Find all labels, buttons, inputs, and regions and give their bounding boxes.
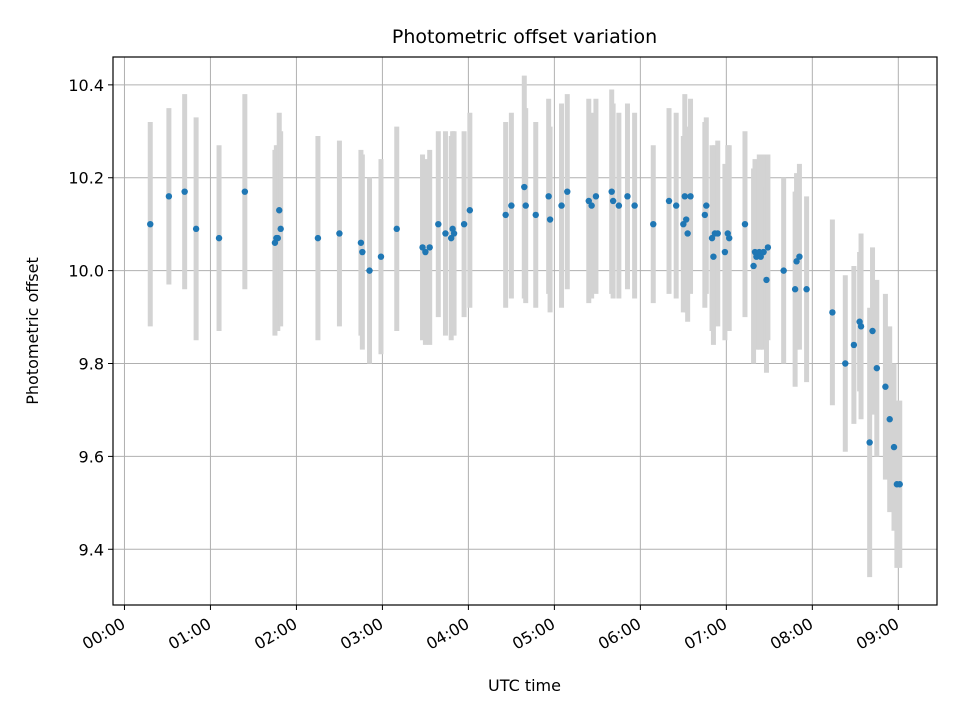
data-point [450, 230, 458, 237]
data-point [447, 234, 455, 242]
data-point [703, 202, 710, 209]
data-point [680, 220, 687, 228]
data-point [165, 193, 173, 200]
data-point [508, 202, 515, 209]
data-point [650, 220, 657, 228]
data-point [215, 234, 223, 242]
data-point [683, 216, 690, 223]
data-point [873, 364, 881, 372]
data-point [147, 220, 154, 228]
data-point [741, 220, 749, 228]
data-point [521, 183, 528, 191]
data-point [850, 341, 858, 349]
data-point [466, 207, 474, 214]
data-point [701, 211, 709, 219]
data-point [624, 193, 631, 200]
data-point [791, 286, 799, 293]
data-point [710, 253, 717, 260]
data-point [585, 197, 592, 205]
data-point [672, 202, 680, 209]
data-point [708, 234, 716, 242]
data-point [522, 202, 529, 209]
data-point [357, 239, 365, 246]
data-point [393, 225, 400, 233]
data-point [608, 188, 615, 195]
data-point [192, 225, 200, 233]
data-point [558, 202, 565, 209]
data-point [545, 193, 552, 200]
data-point [442, 230, 449, 237]
data-point [757, 253, 764, 260]
data-point [435, 220, 442, 228]
data-point [546, 216, 554, 223]
data-point [796, 253, 803, 260]
data-point [866, 439, 873, 446]
data-point [726, 234, 733, 242]
data-point [426, 244, 433, 251]
data-point [780, 267, 787, 274]
data-point [687, 193, 694, 200]
chart-title: Photometric offset variation [392, 26, 657, 48]
data-point [869, 327, 876, 335]
y-tick-label: 9.8 [79, 355, 104, 374]
y-tick-label: 9.6 [79, 447, 104, 466]
data-point [181, 188, 188, 195]
data-point [359, 248, 366, 256]
data-point [764, 244, 772, 251]
data-point [886, 416, 893, 423]
y-axis-label: Photometric offset [23, 257, 42, 405]
data-point [588, 202, 595, 209]
data-point [750, 262, 757, 270]
data-point [532, 211, 539, 219]
data-point [842, 360, 849, 367]
data-point [502, 211, 509, 219]
data-point [419, 244, 426, 251]
data-point [609, 197, 617, 205]
y-tick-label: 10.4 [68, 76, 104, 95]
data-point [366, 267, 373, 274]
data-point [592, 193, 600, 200]
data-points [147, 183, 903, 488]
data-point [896, 481, 903, 488]
data-point [277, 225, 284, 233]
data-point [714, 230, 721, 237]
data-point [829, 309, 836, 316]
y-tick-label: 10.2 [68, 169, 104, 188]
y-axis-ticks: 9.4 9.6 9.8 10.0 10.2 10.4 [68, 76, 113, 559]
data-point [857, 323, 865, 330]
plot-area-frame [112, 56, 938, 606]
y-tick-label: 9.4 [79, 540, 104, 559]
data-point [460, 220, 468, 228]
data-point [793, 258, 800, 265]
data-point [422, 248, 429, 256]
x-axis-label: UTC time [488, 676, 561, 695]
data-point [631, 202, 638, 209]
data-point [665, 197, 673, 205]
data-point [564, 188, 571, 195]
data-point [684, 230, 691, 237]
data-point [803, 286, 810, 293]
data-point [763, 276, 770, 284]
data-point [882, 383, 889, 390]
data-point [241, 188, 249, 195]
data-point [890, 443, 898, 451]
data-point [681, 193, 688, 200]
data-point [721, 248, 729, 256]
data-point [276, 207, 283, 214]
data-point [760, 248, 767, 256]
data-point [615, 202, 623, 209]
data-point [377, 253, 385, 260]
data-point [274, 234, 281, 242]
data-point [314, 234, 322, 242]
y-tick-label: 10.0 [68, 262, 104, 281]
data-point [336, 230, 343, 237]
